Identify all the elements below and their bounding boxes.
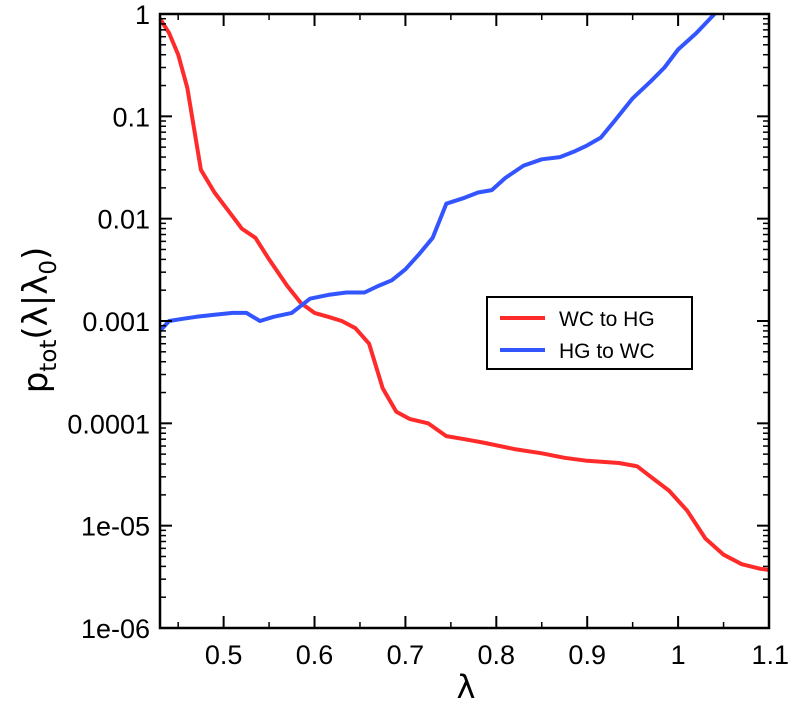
x-tick-label: 1 bbox=[671, 640, 686, 670]
legend-box bbox=[486, 296, 693, 370]
x-tick-label: 0.6 bbox=[296, 640, 334, 670]
y-tick-label: 0.01 bbox=[97, 205, 150, 235]
y-tick-label: 1 bbox=[135, 0, 150, 30]
x-tick-label: 0.8 bbox=[478, 640, 516, 670]
y-axis-label-base: p bbox=[16, 372, 56, 394]
y-axis-ticks: 1 0.1 0.01 0.001 0.0001 1e-05 1e-06 bbox=[67, 0, 769, 644]
y-axis-label-sub2: 0 bbox=[36, 260, 62, 275]
y-tick-label: 0.001 bbox=[82, 307, 150, 337]
y-axis-label: ptot(λ|λ0) bbox=[16, 247, 62, 394]
x-tick-label: 1.1 bbox=[751, 640, 789, 670]
y-tick-label: 0.0001 bbox=[67, 409, 150, 439]
y-tick-label: 0.1 bbox=[112, 102, 150, 132]
x-tick-label: 0.7 bbox=[387, 640, 425, 670]
y-tick-label: 1e-05 bbox=[81, 512, 150, 542]
series-layer bbox=[158, 12, 770, 572]
x-tick-label: 0.5 bbox=[205, 640, 243, 670]
y-axis-label-sub1: tot bbox=[36, 340, 62, 372]
series-line-hg-to-wc bbox=[158, 12, 716, 333]
x-axis-label: λ bbox=[457, 668, 476, 703]
legend-label-hg-to-wc: HG to WC bbox=[559, 340, 655, 363]
legend-label-wc-to-hg: WC to HG bbox=[559, 308, 655, 331]
x-axis-ticks: 0.5 0.6 0.7 0.8 0.9 1 1.1 bbox=[177, 14, 789, 670]
y-tick-label: 1e-06 bbox=[81, 614, 150, 644]
x-tick-label: 0.9 bbox=[568, 640, 606, 670]
y-axis-label-end: ) bbox=[16, 247, 56, 260]
y-axis-label-mid: (λ|λ bbox=[16, 275, 56, 340]
series-line-wc-to-hg bbox=[158, 17, 770, 572]
legend: WC to HG HG to WC bbox=[486, 296, 693, 370]
